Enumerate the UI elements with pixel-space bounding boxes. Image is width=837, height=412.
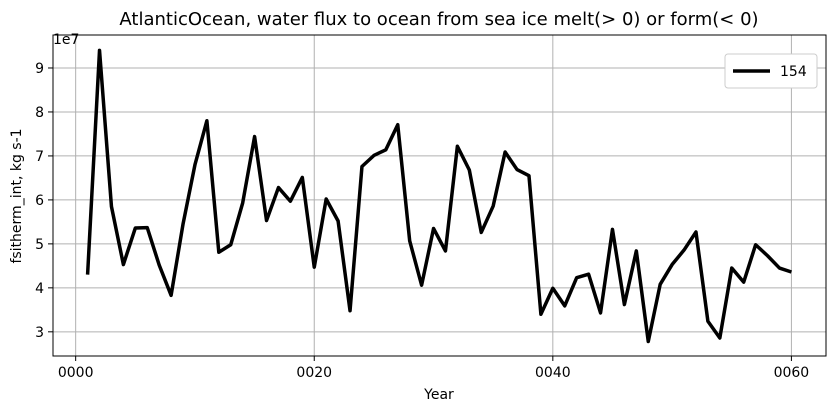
legend-box xyxy=(724,53,818,89)
y-tick-label: 6 xyxy=(35,193,44,209)
legend-label: 154 xyxy=(780,64,807,80)
y-tick-label: 5 xyxy=(35,237,44,253)
x-axis-label: Year xyxy=(423,387,454,403)
x-tick-label: 0040 xyxy=(535,365,571,381)
y-tick-label: 8 xyxy=(35,105,44,121)
grid-lines xyxy=(53,35,826,356)
x-tick-label: 0020 xyxy=(296,365,332,381)
y-axis-scale-label: 1e7 xyxy=(53,32,79,48)
axes: 0000 0020 0040 0060 3 4 5 6 7 8 9 xyxy=(35,61,809,381)
y-tick-label: 9 xyxy=(35,61,44,77)
plot-frame xyxy=(52,34,827,357)
legend: 154 xyxy=(724,53,818,89)
y-tick-label: 3 xyxy=(35,325,44,341)
x-tick-label: 0000 xyxy=(58,365,94,381)
y-tick-label: 4 xyxy=(35,281,44,297)
chart-title: AtlanticOcean, water flux to ocean from … xyxy=(119,9,758,30)
y-tick-label: 7 xyxy=(35,149,44,165)
series-layer xyxy=(85,48,792,344)
y-axis-label: fsitherm_int, kg s-1 xyxy=(9,128,25,263)
x-tick-label: 0060 xyxy=(774,365,810,381)
series-line-154 xyxy=(85,48,792,344)
